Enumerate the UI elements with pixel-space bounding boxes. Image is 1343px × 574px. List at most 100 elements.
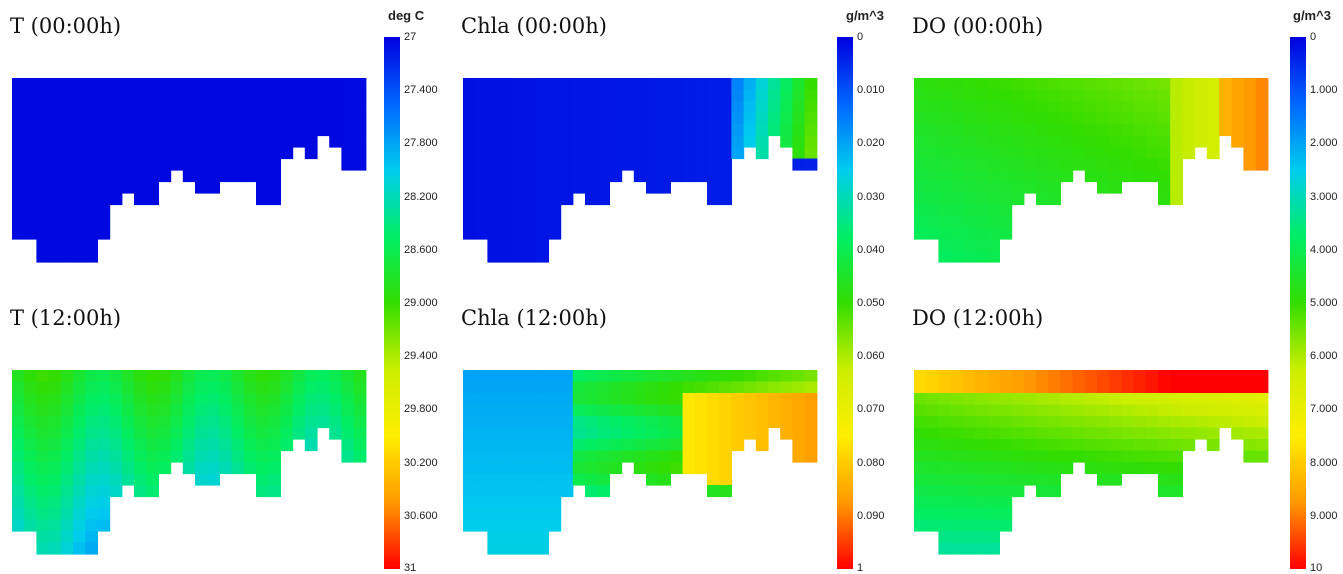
heatmap-cell <box>1170 147 1183 160</box>
heatmap-cell <box>1170 135 1183 148</box>
heatmap-cell <box>572 427 586 440</box>
heatmap-cell <box>341 427 355 440</box>
heatmap-cell <box>804 450 818 463</box>
heatmap-cell <box>572 404 586 417</box>
heatmap-cell <box>950 496 964 509</box>
heatmap-cell <box>1206 135 1220 148</box>
heatmap-cell <box>804 124 818 137</box>
heatmap-cell <box>487 78 501 91</box>
heatmap-cell <box>707 78 720 91</box>
heatmap-cell <box>12 416 25 429</box>
heatmap-cell <box>1145 170 1159 183</box>
heatmap-cell <box>524 450 537 463</box>
heatmap-cell <box>134 170 147 183</box>
heatmap-cell <box>1036 158 1049 171</box>
heatmap-cell <box>999 78 1013 91</box>
heatmap-cell <box>487 89 501 102</box>
heatmap-cell <box>463 427 476 440</box>
heatmap-cell <box>1158 101 1171 114</box>
heatmap-cell <box>962 147 976 160</box>
heatmap-cell <box>1121 78 1135 91</box>
heatmap-cell <box>646 393 659 406</box>
heatmap-cell <box>572 124 586 137</box>
heatmap-cell <box>1060 101 1074 114</box>
heatmap-cell <box>36 439 50 452</box>
heatmap-cell <box>12 485 25 498</box>
heatmap-cell <box>85 239 98 252</box>
heatmap-cell <box>609 381 623 394</box>
heatmap-cell <box>719 450 732 463</box>
heatmap-cell <box>1011 147 1025 160</box>
heatmap-cell <box>1023 473 1037 486</box>
heatmap-cell <box>999 450 1013 463</box>
heatmap-cell <box>621 404 635 417</box>
heatmap-cell <box>475 89 488 102</box>
heatmap-cell <box>1255 416 1269 429</box>
heatmap-cell <box>536 485 549 498</box>
heatmap-cell <box>621 450 635 463</box>
heatmap-cell <box>950 508 964 521</box>
heatmap-cell <box>633 427 647 440</box>
heatmap-cell <box>97 450 111 463</box>
heatmap-cell <box>743 124 757 137</box>
heatmap-cell <box>707 135 720 148</box>
heatmap-cell <box>548 135 562 148</box>
heatmap-cell <box>609 450 623 463</box>
heatmap-cell <box>780 135 793 148</box>
heatmap-cell <box>12 170 25 183</box>
heatmap-cell <box>219 170 233 183</box>
heatmap-cell <box>560 101 574 114</box>
heatmap-cell <box>134 462 147 475</box>
heatmap-cell <box>48 216 62 229</box>
heatmap-cell <box>463 227 476 240</box>
heatmap-cell <box>768 381 781 394</box>
heatmap-cell <box>24 473 37 486</box>
heatmap-cell <box>280 89 294 102</box>
heatmap-cell <box>1182 135 1196 148</box>
heatmap-cell <box>243 78 257 91</box>
heatmap-cell <box>97 193 111 206</box>
heatmap-cell <box>950 78 964 91</box>
heatmap-cell <box>1231 404 1244 417</box>
heatmap-cell <box>109 181 123 194</box>
heatmap-cell <box>755 147 769 160</box>
heatmap-cell <box>304 112 318 125</box>
heatmap-cell <box>304 381 318 394</box>
heatmap-cell <box>121 439 135 452</box>
heatmap-cell <box>231 450 245 463</box>
heatmap-cell <box>1231 427 1244 440</box>
heatmap-cell <box>511 124 525 137</box>
heatmap-cell <box>646 78 659 91</box>
heatmap-cell <box>195 473 208 486</box>
heatmap-cell <box>609 370 623 383</box>
heatmap-cell <box>170 450 184 463</box>
heatmap-cell <box>536 204 549 217</box>
heatmap-cell <box>1182 381 1196 394</box>
heatmap-cell <box>85 193 98 206</box>
heatmap-cell <box>329 370 342 383</box>
heatmap-cell <box>962 439 976 452</box>
heatmap-cell <box>158 89 172 102</box>
heatmap-cell <box>707 170 720 183</box>
heatmap-cell <box>1109 416 1122 429</box>
heatmap-cell <box>1158 170 1171 183</box>
heatmap-cell <box>195 462 208 475</box>
heatmap-cell <box>1145 427 1159 440</box>
heatmap-cell <box>914 416 927 429</box>
heatmap-cell <box>707 101 720 114</box>
heatmap-cell <box>219 404 233 417</box>
heatmap-cell <box>1219 124 1232 137</box>
heatmap-cell <box>1084 416 1098 429</box>
heatmap-cell <box>780 124 793 137</box>
heatmap-cell <box>560 147 574 160</box>
heatmap-cell <box>987 485 1000 498</box>
heatmap-cell <box>560 370 574 383</box>
heatmap-cell <box>950 216 964 229</box>
heatmap-cell <box>597 89 610 102</box>
heatmap-cell <box>1097 158 1110 171</box>
heatmap-cell <box>962 393 976 406</box>
heatmap-cell <box>975 193 988 206</box>
heatmap-cell <box>134 147 147 160</box>
heatmap-cell <box>85 450 98 463</box>
heatmap-cell <box>962 204 976 217</box>
